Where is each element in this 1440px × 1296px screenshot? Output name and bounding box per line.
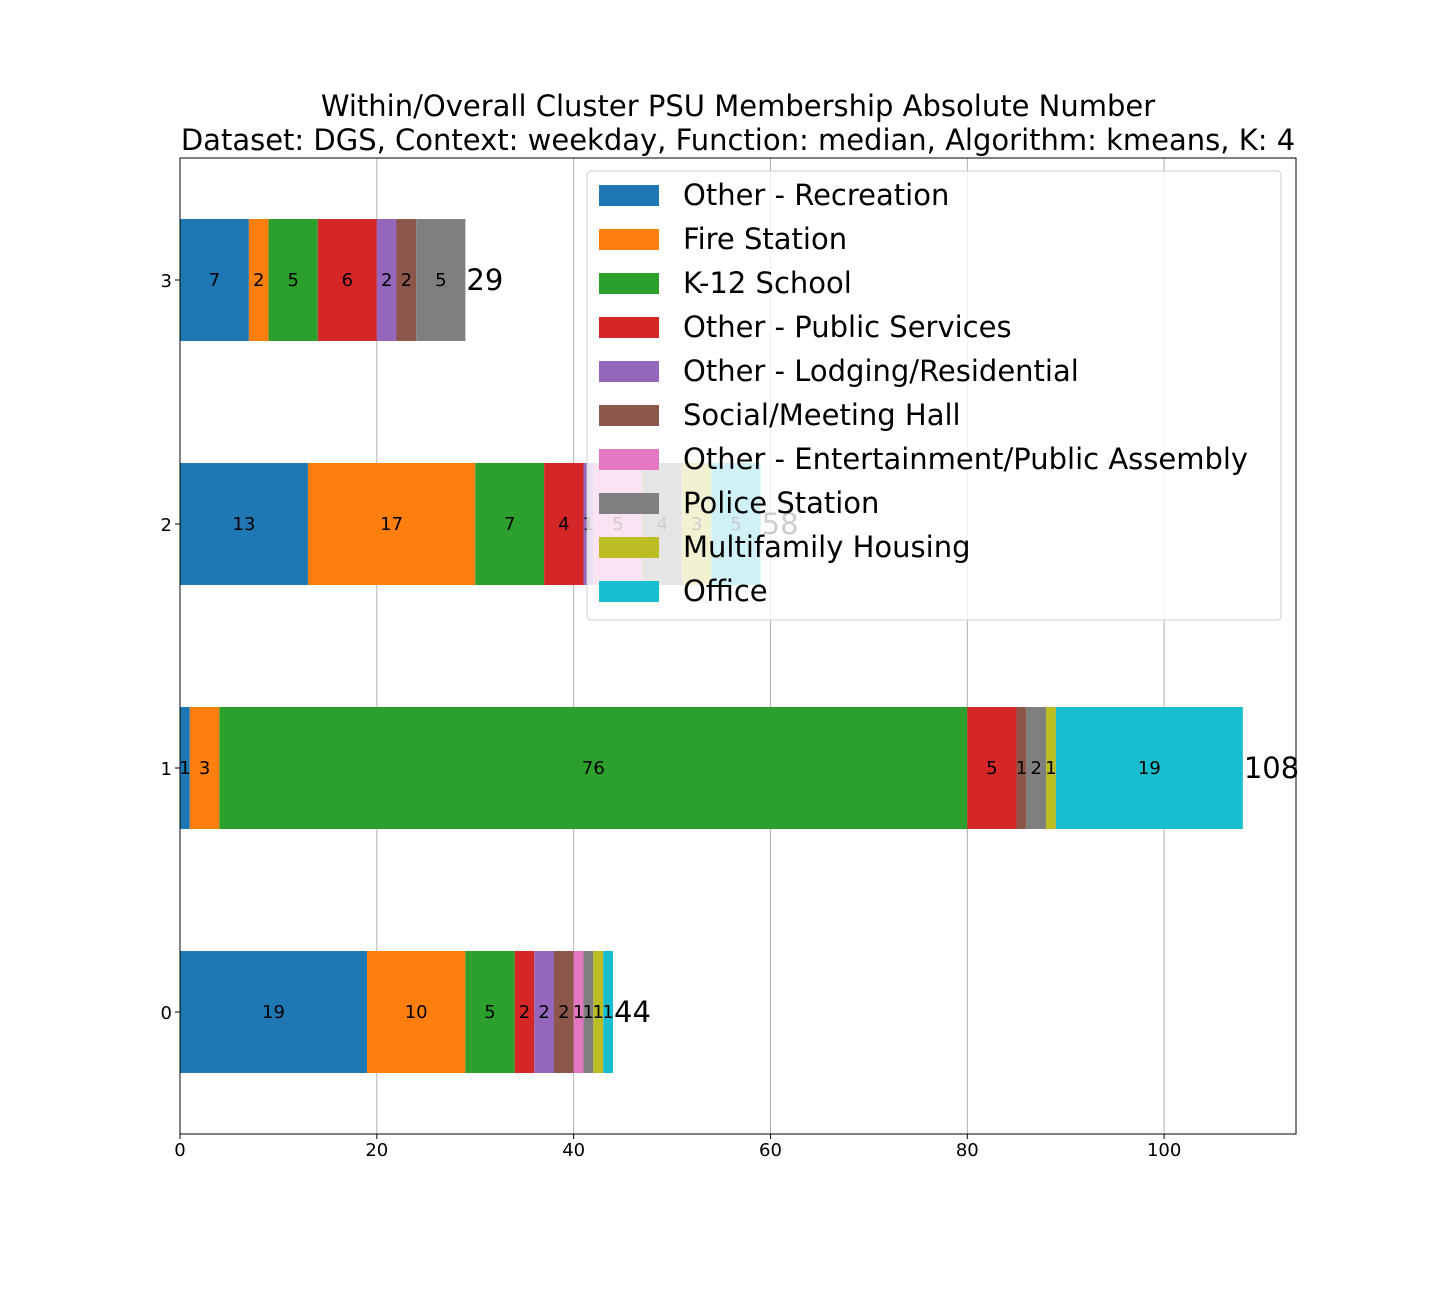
bar-segment-label: 2 <box>253 270 264 291</box>
bar-segment-label: 2 <box>538 1002 549 1023</box>
legend-label: Social/Meeting Hall <box>683 398 961 432</box>
bar-segment <box>317 219 377 341</box>
legend-label: Office <box>683 574 768 608</box>
bar-segment-label: 1 <box>593 1002 604 1023</box>
bar-segment <box>603 951 614 1073</box>
legend-swatch <box>599 449 659 470</box>
bar-segment <box>475 463 545 585</box>
legend-label: Other - Entertainment/Public Assembly <box>683 442 1248 476</box>
legend-swatch <box>599 185 659 206</box>
bar-segment <box>248 219 269 341</box>
x-tick-label: 100 <box>1147 1140 1181 1161</box>
y-tick-label: 0 <box>161 1003 172 1024</box>
legend-box <box>586 170 1282 621</box>
bar-segment <box>219 707 968 829</box>
bar-segment <box>544 463 584 585</box>
y-tick-label: 2 <box>161 515 172 536</box>
legend-swatch <box>599 273 659 294</box>
legend-swatch <box>599 493 659 514</box>
bar-segment <box>180 951 367 1073</box>
legend: Other - Recreation Fire Station K-12 Schoo… <box>586 170 1282 621</box>
legend-label: K-12 School <box>683 266 852 300</box>
bar-segment-label: 19 <box>1138 758 1161 779</box>
bar-segment-label: 2 <box>1030 758 1041 779</box>
bar-segment <box>1055 707 1243 829</box>
bar-segment <box>376 219 397 341</box>
bar-segment <box>268 219 318 341</box>
bar-segment-label: 1 <box>1016 758 1027 779</box>
bar-segment <box>1016 707 1027 829</box>
bar-segment-label: 2 <box>401 270 412 291</box>
bar-segment-label: 2 <box>381 270 392 291</box>
legend-label: Multifamily Housing <box>683 530 971 564</box>
bar-segment <box>180 219 249 341</box>
bar-segment-label: 5 <box>986 758 997 779</box>
legend-label: Other - Lodging/Residential <box>683 354 1079 388</box>
bar-segment-label: 7 <box>209 270 220 291</box>
bar-segment <box>593 951 604 1073</box>
bar-segment-label: 5 <box>484 1002 495 1023</box>
bar-segment <box>189 707 220 829</box>
bar-total-label: 29 <box>466 263 503 297</box>
bar-segment <box>573 951 584 1073</box>
bar-segment-label: 17 <box>380 514 403 535</box>
x-tick-label: 40 <box>562 1140 585 1161</box>
legend-label: Police Station <box>683 486 879 520</box>
plot-area-frame <box>179 157 1297 1135</box>
chart-title: Within/Overall Cluster PSU Membership Ab… <box>321 89 1155 123</box>
chart-subtitle: Dataset: DGS, Context: weekday, Function… <box>181 123 1295 157</box>
bar-segment <box>465 951 515 1073</box>
legend-swatch <box>599 405 659 426</box>
legend-label: Other - Public Services <box>683 310 1012 344</box>
legend-swatch <box>599 537 659 558</box>
bar-segment <box>967 707 1017 829</box>
bar-segment-label: 6 <box>342 270 353 291</box>
bar-segment <box>583 951 594 1073</box>
legend-swatch <box>599 317 659 338</box>
bar-segment <box>307 463 476 585</box>
bar-segment <box>180 463 308 585</box>
bar-total-label: 44 <box>614 995 651 1029</box>
bar-segment <box>553 951 574 1073</box>
bar-segment <box>396 219 417 341</box>
bar-segment-label: 1 <box>602 1002 613 1023</box>
legend-swatch <box>599 229 659 250</box>
bar-segment <box>534 951 554 1073</box>
bar-segment-label: 7 <box>504 514 515 535</box>
legend-swatch <box>599 361 659 382</box>
legend-swatch <box>599 581 659 602</box>
bar-segment-label: 5 <box>287 270 298 291</box>
bar-segment <box>1046 707 1056 829</box>
bar-segment-label: 3 <box>199 758 210 779</box>
bar-segment <box>1026 707 1047 829</box>
legend-label: Other - Recreation <box>683 178 949 212</box>
bar-segment-label: 4 <box>558 514 569 535</box>
y-tick-label: 1 <box>161 759 172 780</box>
bar-segment-label: 2 <box>519 1002 530 1023</box>
bar-segment-label: 1 <box>573 1002 584 1023</box>
bar-segment-label: 2 <box>558 1002 569 1023</box>
x-tick-label: 0 <box>174 1140 185 1161</box>
bar-segment <box>514 951 535 1073</box>
legend-label: Fire Station <box>683 222 847 256</box>
bar-segment <box>416 219 466 341</box>
bar-segment <box>180 707 190 829</box>
bar-segment-label: 10 <box>405 1002 428 1023</box>
bar-segment-label: 5 <box>435 270 446 291</box>
x-tick-label: 60 <box>759 1140 782 1161</box>
y-tick-label: 3 <box>161 271 172 292</box>
bar-segment-label: 19 <box>262 1002 285 1023</box>
bar-segment-label: 13 <box>233 514 256 535</box>
bar-segment-label: 1 <box>1045 758 1056 779</box>
bar-segment <box>366 951 466 1073</box>
bar-segment-label: 76 <box>582 758 605 779</box>
x-tick-label: 80 <box>956 1140 979 1161</box>
bar-segment-label: 1 <box>583 1002 594 1023</box>
x-tick-label: 20 <box>365 1140 388 1161</box>
bar-total-label: 108 <box>1244 751 1299 785</box>
bar-segment-label: 1 <box>179 758 190 779</box>
